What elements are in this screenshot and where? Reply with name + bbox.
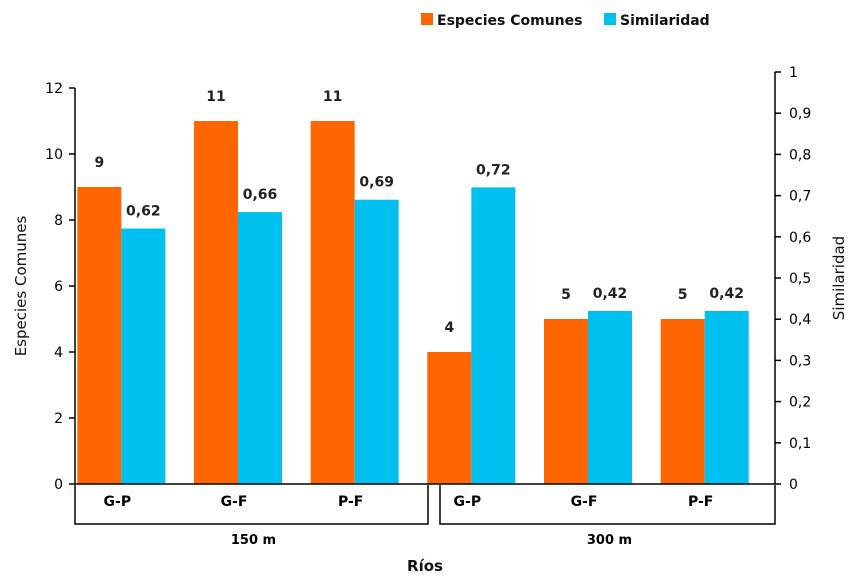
data-label-similaridad: 0,66 [243,187,278,203]
left-tick-label: 4 [54,345,63,361]
data-label-especies: 9 [94,155,104,171]
left-tick-label: 6 [54,279,63,295]
group-bracket [439,485,776,525]
right-tick-label: 0,3 [789,353,811,369]
data-label-similaridad: 0,72 [476,162,511,178]
right-tick-label: 0,5 [789,271,811,287]
bar-similaridad [238,212,282,484]
left-tick-label: 8 [54,213,63,229]
left-y-axis: 0 2 4 6 8 10 12 [45,81,76,493]
bar-especies-comunes [660,319,705,484]
bar-similaridad [121,228,166,484]
legend-swatch [604,13,616,25]
category-label: G-F [571,494,598,510]
right-y-axis: 0 0,1 0,2 0,3 0,4 0,5 0,6 0,7 0,8 0,9 1 [774,65,811,493]
category-label: G-P [454,494,482,510]
group-bracket [74,485,429,525]
legend: Especies Comunes Similaridad [421,13,710,29]
right-tick-label: 1 [789,65,798,81]
right-tick-label: 0,7 [789,189,811,205]
right-tick-label: 0,6 [789,230,811,246]
data-label-similaridad: 0,62 [126,204,161,220]
group-label: 150 m [231,533,276,548]
y2-axis-title: Similaridad [830,236,848,320]
y-axis-title: Especies Comunes [12,216,30,357]
bars [75,121,775,485]
data-label-especies: 5 [678,287,688,303]
legend-label: Especies Comunes [437,13,582,29]
bar-especies-comunes [77,187,122,484]
left-tick-label: 10 [45,147,63,163]
x-axis: G-P G-F P-F G-P G-F P-F 150 m 300 m [74,485,776,548]
left-tick-label: 12 [45,81,63,97]
data-label-similaridad: 0,42 [593,286,628,302]
legend-label: Similaridad [620,13,710,29]
category-label: G-P [104,494,132,510]
right-tick-label: 0,2 [789,395,811,411]
bar-especies-comunes [544,319,588,484]
data-labels: 9 0,62 11 0,66 11 0,69 4 0,72 5 0,42 5 0,42 [94,89,743,336]
right-tick-label: 0,1 [789,436,811,452]
left-tick-label: 0 [54,477,63,493]
right-tick-label: 0 [789,477,798,493]
right-tick-label: 0,4 [789,312,811,328]
data-label-especies: 4 [444,320,454,336]
group-label: 300 m [587,533,632,548]
category-label: P-F [688,494,713,510]
category-label: G-F [221,494,248,510]
x-axis-title: Ríos [407,557,443,575]
legend-swatch [421,13,433,25]
data-label-similaridad: 0,69 [359,175,394,191]
right-tick-label: 0,9 [789,106,811,122]
data-label-especies: 11 [323,89,342,105]
bar-similaridad [704,310,749,484]
right-tick-label: 0,8 [789,147,811,163]
data-label-especies: 5 [561,287,571,303]
left-tick-label: 2 [54,411,63,427]
bar-similaridad [354,199,399,484]
category-label: P-F [338,494,363,510]
bar-similaridad [471,187,516,485]
data-label-especies: 11 [206,89,225,105]
data-label-similaridad: 0,42 [709,286,744,302]
bar-especies-comunes [427,352,472,484]
bar-especies-comunes [194,121,238,484]
bar-especies-comunes [310,121,355,484]
bar-similaridad [588,310,632,484]
